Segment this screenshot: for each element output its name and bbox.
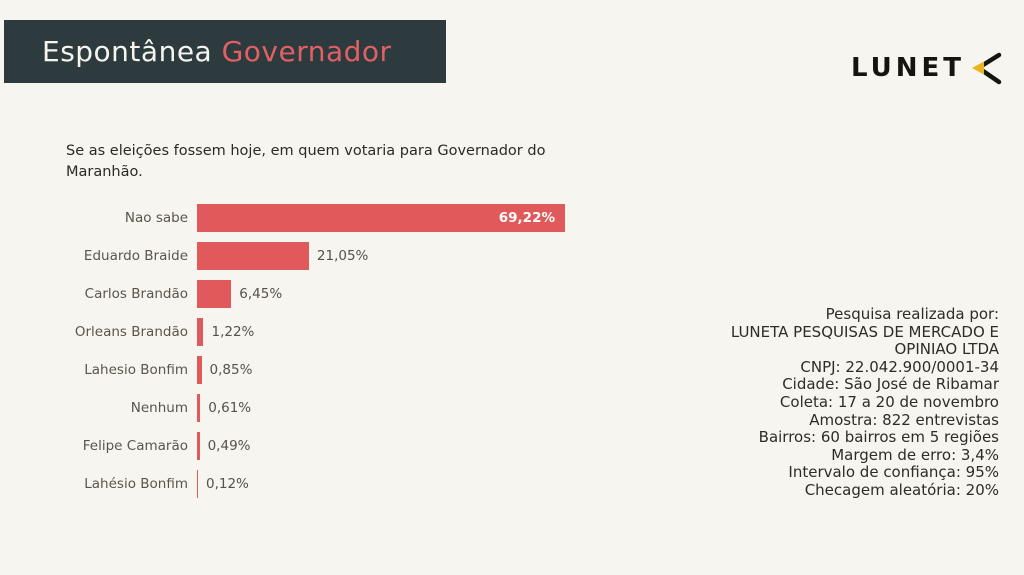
chart-row: Nao sabe 69,22% bbox=[60, 199, 680, 237]
chart-row: Lahésio Bonfim 0,12% bbox=[60, 465, 680, 503]
bar-track: 0,49% bbox=[197, 432, 680, 460]
bar-category-label: Lahésio Bonfim bbox=[84, 476, 188, 492]
luneta-logo-mark-icon bbox=[972, 52, 1002, 85]
bar-value-label: 0,49% bbox=[207, 438, 251, 454]
bar-value-label: 6,45% bbox=[239, 286, 283, 302]
bar-category-label: Orleans Brandão bbox=[74, 324, 188, 340]
bar-category-label: Lahesio Bonfim bbox=[84, 362, 188, 378]
chart-row: Eduardo Braide 21,05% bbox=[60, 237, 680, 275]
bar-track: 0,61% bbox=[197, 394, 680, 422]
bar-category-label: Carlos Brandão bbox=[84, 286, 188, 302]
bar-track: 0,12% bbox=[197, 470, 680, 498]
info-line: Intervalo de confiança: 95% bbox=[788, 463, 999, 482]
chart-row: Lahesio Bonfim 0,85% bbox=[60, 351, 680, 389]
bar-value-label: 0,12% bbox=[206, 476, 249, 492]
bar-value-label: 21,05% bbox=[316, 248, 369, 264]
page-title-secondary: Governador bbox=[212, 35, 392, 68]
info-line: Checagem aleatória: 20% bbox=[804, 480, 999, 499]
bar-value-label: 1,22% bbox=[211, 324, 255, 340]
info-line: Coleta: 17 a 20 de novembro bbox=[779, 392, 999, 411]
info-line: Margem de erro: 3,4% bbox=[831, 445, 999, 464]
luneta-logo-text: LUNET bbox=[850, 53, 965, 83]
info-line: Amostra: 822 entrevistas bbox=[809, 410, 999, 429]
bar bbox=[197, 356, 202, 384]
survey-info-panel: Pesquisa realizada por: LUNETA PESQUISAS … bbox=[659, 305, 1000, 500]
bar bbox=[197, 470, 198, 498]
bar-track: 21,05% bbox=[197, 242, 680, 270]
chart-row: Nenhum 0,61% bbox=[60, 389, 680, 427]
info-line: OPINIAO LTDA bbox=[894, 340, 1000, 359]
info-line: Bairros: 60 bairros em 5 regiões bbox=[758, 428, 999, 447]
bar bbox=[197, 242, 309, 270]
bar-value-label: 69,22% bbox=[498, 210, 555, 226]
page-title-primary: Espontânea bbox=[42, 35, 213, 68]
bar-track: 69,22% bbox=[197, 204, 680, 232]
page-title: Espontânea Governador bbox=[42, 35, 392, 68]
bar bbox=[197, 394, 201, 422]
chart-row: Carlos Brandão 6,45% bbox=[60, 275, 680, 313]
bar bbox=[197, 280, 232, 308]
bar-category-label: Felipe Camarão bbox=[82, 438, 188, 454]
info-line: Cidade: São José de Ribamar bbox=[782, 375, 999, 394]
bar-category-label: Eduardo Braide bbox=[83, 248, 188, 264]
bar-value-label: 0,85% bbox=[209, 362, 253, 378]
chart-row: Orleans Brandão 1,22% bbox=[60, 313, 680, 351]
info-line: Pesquisa realizada por: bbox=[825, 305, 999, 323]
info-line: LUNETA PESQUISAS DE MERCADO E bbox=[730, 322, 999, 341]
info-line: CNPJ: 22.042.900/0001-34 bbox=[800, 357, 999, 376]
bar: 69,22% bbox=[197, 204, 565, 232]
bar-chart: Nao sabe 69,22% Eduardo Braide 21,05% Carlos… bbox=[60, 199, 680, 503]
bar-track: 6,45% bbox=[197, 280, 680, 308]
bar-track: 0,85% bbox=[197, 356, 680, 384]
header-banner: Espontânea Governador bbox=[4, 20, 446, 83]
bar-value-label: 0,61% bbox=[208, 400, 252, 416]
bar bbox=[197, 432, 200, 460]
bar-category-label: Nenhum bbox=[130, 400, 188, 416]
luneta-logo: LUNET bbox=[851, 50, 1002, 86]
bar bbox=[197, 318, 204, 346]
bar-category-label: Nao sabe bbox=[124, 210, 188, 226]
chart-row: Felipe Camarão 0,49% bbox=[60, 427, 680, 465]
bar-track: 1,22% bbox=[197, 318, 680, 346]
chart-question-title: Se as eleições fossem hoje, em quem vota… bbox=[66, 143, 546, 180]
